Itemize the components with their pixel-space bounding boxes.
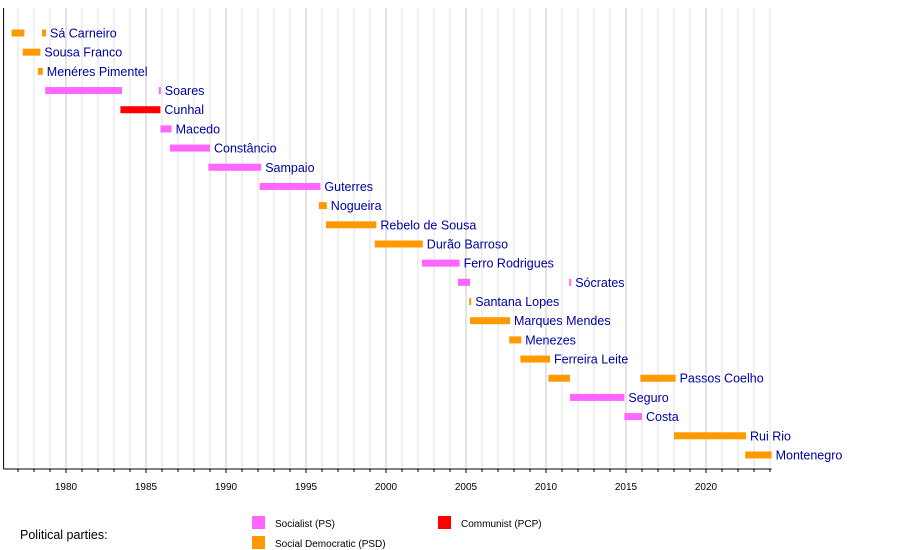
legend-swatch-pcp <box>438 516 451 529</box>
x-tick-label: 2020 <box>695 482 718 493</box>
row-label: Guterres <box>324 180 373 194</box>
bar-ps <box>45 87 123 95</box>
legend: Political parties: Socialist (PS) Social … <box>20 516 542 550</box>
x-tick-label: 1985 <box>135 482 158 493</box>
row-label: Montenegro <box>776 448 843 462</box>
bar-pcp <box>120 106 161 114</box>
row-label: Ferro Rodrigues <box>464 257 554 271</box>
bar-psd <box>326 221 377 229</box>
bar-ps <box>158 87 161 95</box>
bar-psd <box>469 298 472 306</box>
row-label: Sousa Franco <box>44 46 122 60</box>
bar-psd <box>38 67 43 75</box>
x-tick-label: 1980 <box>55 482 78 493</box>
bar-psd <box>548 374 570 382</box>
row-label: Santana Lopes <box>475 295 559 309</box>
grid-lines <box>17 8 771 469</box>
bars: Sá Carneiro Sousa Franco Menéres Pimentel S… <box>11 27 843 462</box>
bar-ps <box>624 413 642 421</box>
row-label: Sampaio <box>265 161 314 175</box>
legend-title: Political parties: <box>20 528 108 542</box>
x-tick-label: 2015 <box>615 482 638 493</box>
legend-label: Communist (PCP) <box>461 519 542 530</box>
row-label: Constâncio <box>214 142 277 156</box>
bar-psd <box>640 374 676 382</box>
bar-psd <box>22 48 41 56</box>
row-label: Ferreira Leite <box>554 353 628 367</box>
x-axis: 1980 1985 1990 1995 2000 2005 2010 2015 2020 <box>3 8 772 493</box>
x-tick-label: 2005 <box>455 482 478 493</box>
bar-psd <box>745 451 772 459</box>
bar-psd <box>374 240 423 248</box>
row-label: Rebelo de Sousa <box>380 218 476 232</box>
row-label: Rui Rio <box>750 429 791 443</box>
row-label: Durão Barroso <box>427 237 508 251</box>
x-tick-label: 1995 <box>295 482 318 493</box>
legend-swatch-ps <box>252 516 265 529</box>
row-label: Sócrates <box>575 276 624 290</box>
legend-label: Socialist (PS) <box>275 519 335 530</box>
bar-ps <box>422 259 460 267</box>
x-tick-label: 2000 <box>375 482 398 493</box>
bar-psd <box>509 336 522 344</box>
legend-label: Social Democratic (PSD) <box>275 539 386 550</box>
row-label: Cunhal <box>164 103 204 117</box>
bar-ps <box>458 278 470 286</box>
row-label: Costa <box>646 410 679 424</box>
row-label: Marques Mendes <box>514 314 611 328</box>
bar-psd <box>470 317 510 325</box>
bar-ps <box>170 144 210 152</box>
bar-psd <box>520 355 550 363</box>
bar-ps <box>259 182 321 190</box>
bar-ps <box>160 125 172 133</box>
row-label: Soares <box>165 84 205 98</box>
bar-ps <box>570 393 625 401</box>
x-tick-label: 2010 <box>535 482 558 493</box>
bar-psd <box>11 29 25 37</box>
row-label: Nogueira <box>331 199 382 213</box>
row-label: Menéres Pimentel <box>47 65 148 79</box>
row-label: Sá Carneiro <box>50 27 117 41</box>
row-label: Seguro <box>628 391 668 405</box>
bar-psd <box>42 29 46 37</box>
row-label: Menezes <box>525 333 576 347</box>
bar-psd <box>318 202 327 210</box>
bar-ps <box>569 278 572 286</box>
legend-swatch-psd <box>252 536 265 549</box>
row-label: Passos Coelho <box>680 372 764 386</box>
row-label: Macedo <box>176 122 221 136</box>
bar-psd <box>674 432 746 440</box>
bar-ps <box>208 163 262 171</box>
x-tick-label: 1990 <box>215 482 238 493</box>
